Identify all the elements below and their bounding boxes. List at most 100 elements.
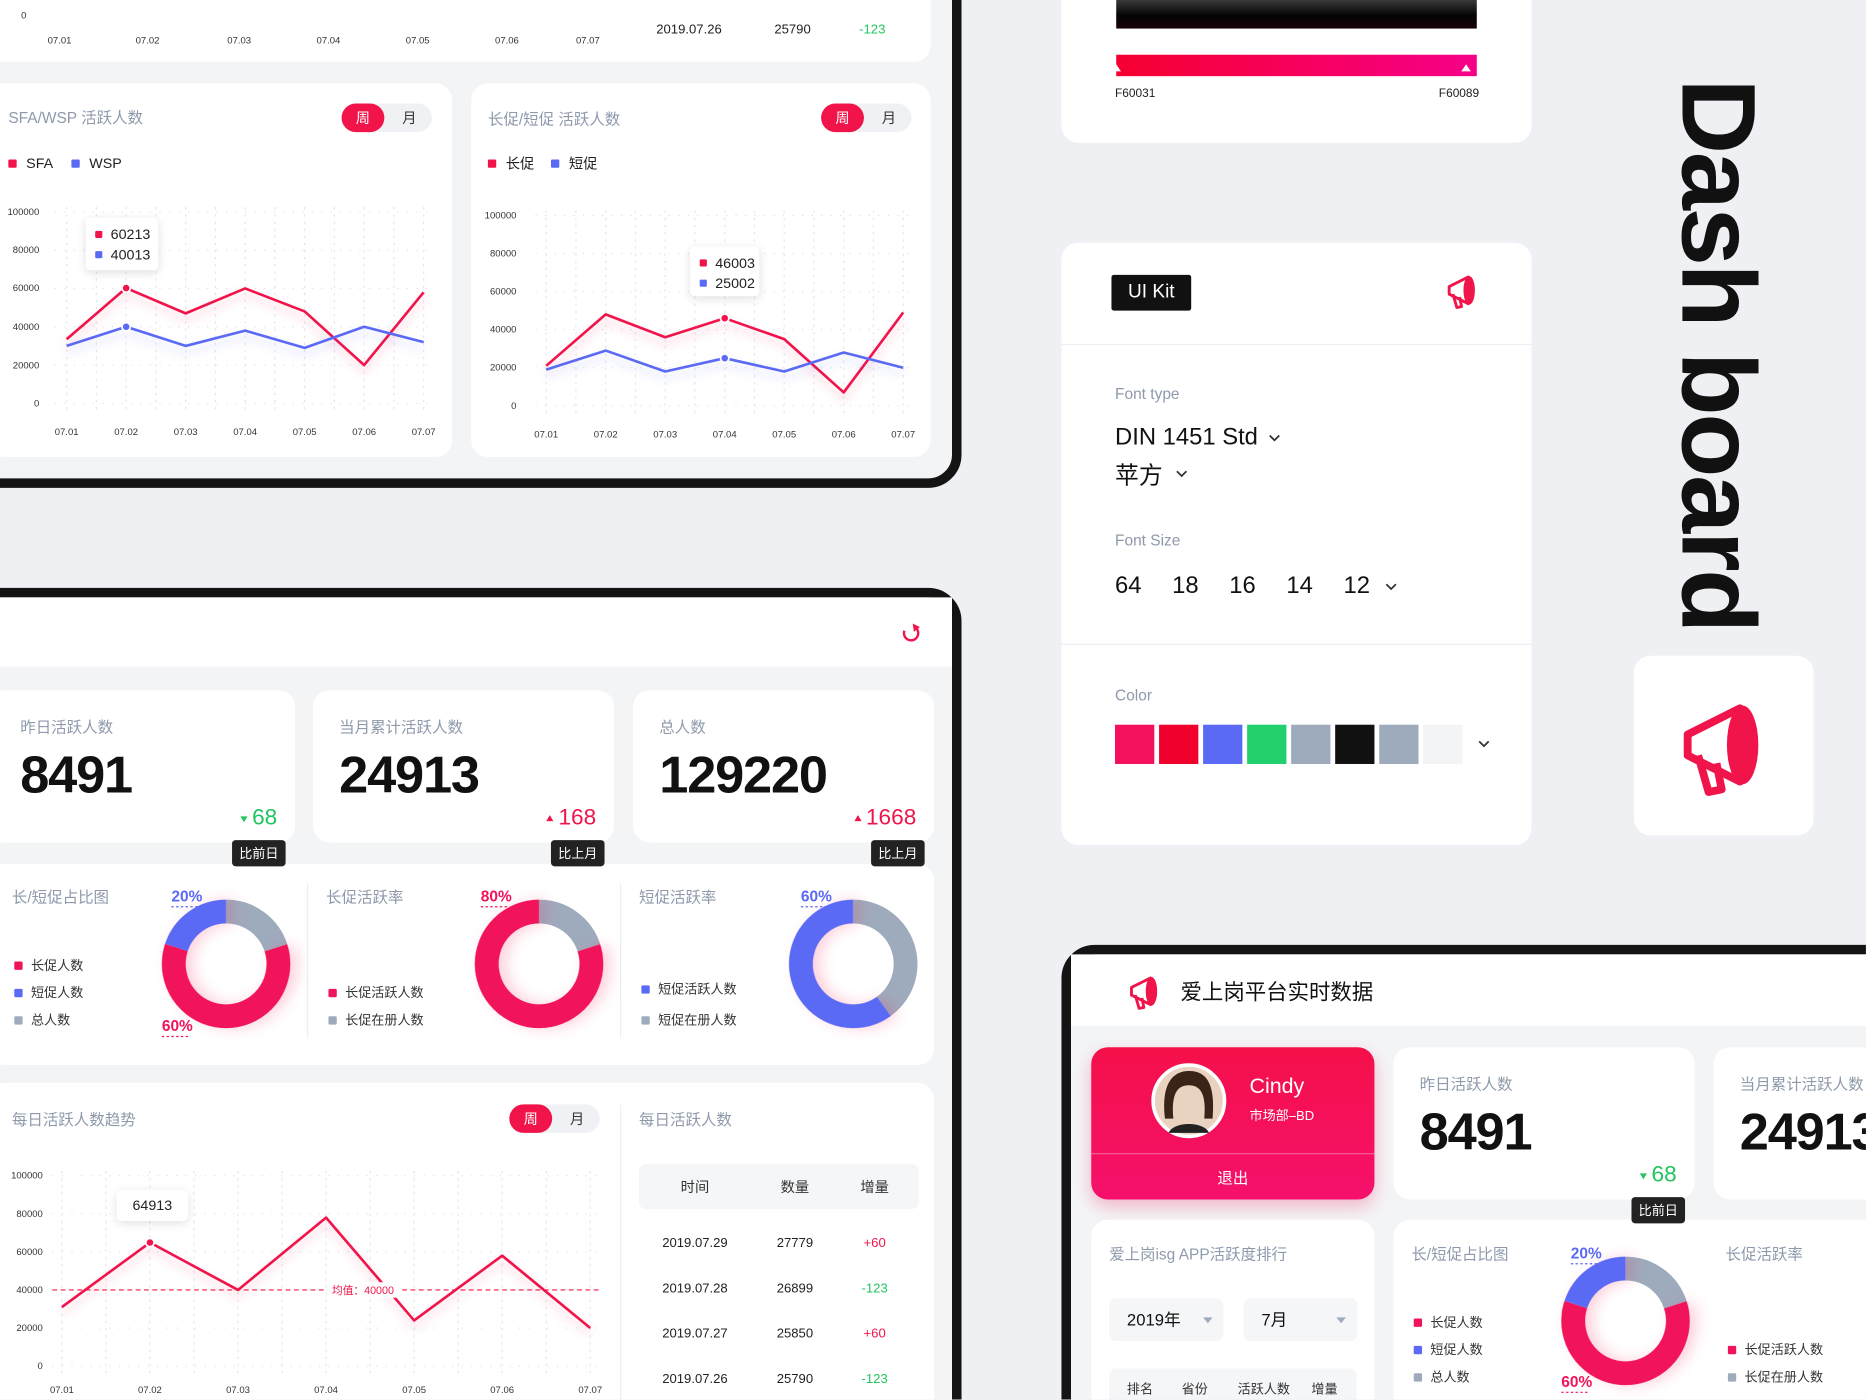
donut-segment bbox=[474, 899, 604, 1029]
legend-label: 总人数 bbox=[30, 1013, 71, 1029]
value-label: 60% bbox=[800, 887, 832, 905]
legend-swatch bbox=[641, 1015, 650, 1024]
column-header: 排名 bbox=[1126, 1382, 1154, 1398]
x-tick-label: 07.05 bbox=[402, 1384, 427, 1396]
y-tick-label: 20000 bbox=[12, 359, 40, 371]
x-tick-label: 07.06 bbox=[490, 1384, 515, 1396]
tooltip-value: 64913 bbox=[132, 1197, 173, 1214]
x-tick-label: 07.03 bbox=[173, 426, 198, 438]
card bbox=[0, 1082, 935, 1400]
point bbox=[144, 1237, 155, 1248]
legend-label: SFA bbox=[26, 154, 54, 172]
donut-segment bbox=[1561, 1256, 1690, 1386]
toggle-option: 周 bbox=[523, 1110, 538, 1128]
legend-swatch bbox=[487, 158, 497, 168]
x-tick-label: 07.01 bbox=[534, 428, 559, 440]
card bbox=[312, 690, 615, 843]
kpi-change: 1668 bbox=[865, 805, 917, 831]
y-tick-label: 100000 bbox=[11, 1170, 43, 1182]
legend-label: 长促人数 bbox=[1430, 1316, 1483, 1331]
select-caret bbox=[1336, 1317, 1346, 1324]
donut-segment bbox=[788, 899, 918, 1029]
kpi-change: 168 bbox=[558, 805, 597, 831]
table-header bbox=[1109, 1368, 1357, 1400]
slider-handle bbox=[1111, 64, 1121, 72]
y-tick-label: 100000 bbox=[7, 206, 40, 218]
kpi-value: 8491 bbox=[1419, 1103, 1533, 1162]
logout-button[interactable]: 退出 bbox=[1217, 1169, 1249, 1188]
x-tick-label: 07.03 bbox=[226, 1384, 250, 1396]
divider bbox=[1061, 643, 1532, 645]
badge bbox=[550, 840, 605, 867]
icon-part bbox=[1145, 976, 1158, 1006]
value-label: 80% bbox=[480, 887, 512, 905]
value-label: 20% bbox=[171, 887, 203, 905]
color-swatch bbox=[1335, 724, 1375, 764]
icon-part bbox=[1694, 754, 1726, 796]
refresh-icon bbox=[912, 623, 920, 632]
x-tick-label: 07.03 bbox=[653, 428, 678, 440]
y-tick-label: 60000 bbox=[16, 1246, 43, 1258]
y-tick-label: 20000 bbox=[16, 1322, 43, 1334]
arrow-icon bbox=[1639, 1173, 1647, 1180]
legend-label: 总人数 bbox=[1430, 1370, 1470, 1386]
kpi-value: 24913 bbox=[1739, 1103, 1866, 1162]
profile-card bbox=[1091, 1047, 1375, 1200]
average-label: 均值：40000 bbox=[327, 1282, 399, 1298]
x-tick-label: 07.07 bbox=[891, 428, 916, 440]
legend-swatch bbox=[14, 1015, 23, 1024]
toggle-option: 周 bbox=[835, 110, 850, 127]
font-size-option: 18 bbox=[1172, 572, 1199, 600]
table-cell: 27779 bbox=[776, 1236, 814, 1251]
kpi-value: 129220 bbox=[659, 746, 828, 805]
legend-label: 长促活跃人数 bbox=[1744, 1343, 1824, 1358]
header-bar bbox=[1071, 954, 1866, 1026]
column-header: 活跃人数 bbox=[1237, 1382, 1290, 1398]
toggle-option: 月 bbox=[402, 110, 417, 127]
badge bbox=[1631, 1197, 1686, 1224]
color-swatch bbox=[1203, 724, 1243, 764]
legend-swatch bbox=[1413, 1345, 1423, 1354]
select-value: 2019年 bbox=[1126, 1310, 1181, 1330]
color-swatch bbox=[1379, 724, 1419, 764]
legend-label: 长促在册人数 bbox=[345, 1013, 424, 1029]
legend-swatch bbox=[1727, 1372, 1737, 1381]
table-cell: 2019.07.27 bbox=[662, 1326, 728, 1342]
megaphone-icon bbox=[1683, 704, 1759, 796]
refresh-icon bbox=[902, 627, 920, 642]
legend-swatch bbox=[14, 988, 23, 997]
legend-label: 长促 bbox=[505, 155, 535, 172]
x-tick-label: 07.01 bbox=[54, 426, 79, 438]
y-tick-label: 40000 bbox=[12, 321, 40, 333]
column-header: 增量 bbox=[1311, 1382, 1338, 1398]
y-tick-label: 40000 bbox=[16, 1284, 43, 1296]
icon-part bbox=[1726, 705, 1759, 785]
kpi-label: 总人数 bbox=[659, 718, 706, 737]
x-tick-label: 07.02 bbox=[593, 428, 618, 440]
legend-swatch bbox=[699, 279, 707, 287]
legend-swatch bbox=[95, 230, 103, 239]
table-cell: 26899 bbox=[776, 1281, 814, 1296]
table-cell: 25850 bbox=[776, 1326, 814, 1342]
legend-swatch bbox=[641, 984, 650, 994]
legend-label: WSP bbox=[89, 154, 122, 172]
column-header: 省份 bbox=[1181, 1382, 1208, 1398]
tooltip bbox=[690, 246, 760, 297]
x-tick-label: 07.04 bbox=[712, 428, 737, 440]
table-cell: -123 bbox=[859, 22, 886, 37]
y-tick-label: 0 bbox=[511, 400, 517, 412]
legend-swatch bbox=[1727, 1345, 1737, 1354]
legend-swatch bbox=[1413, 1372, 1423, 1381]
legend-swatch bbox=[328, 1015, 337, 1024]
legend-label: 短促 bbox=[568, 155, 598, 172]
divider bbox=[619, 882, 622, 1038]
slider-handle bbox=[1461, 64, 1471, 72]
arrow-icon bbox=[240, 816, 248, 823]
divider bbox=[1061, 343, 1532, 346]
table-cell: -123 bbox=[861, 1372, 888, 1387]
tooltip-value: 40013 bbox=[110, 246, 151, 263]
kpi-value: 24913 bbox=[339, 746, 480, 805]
panel-title: 爱上岗isg APP活跃度排行 bbox=[1109, 1245, 1288, 1264]
card bbox=[1713, 1047, 1866, 1200]
arrow-icon bbox=[546, 815, 554, 822]
